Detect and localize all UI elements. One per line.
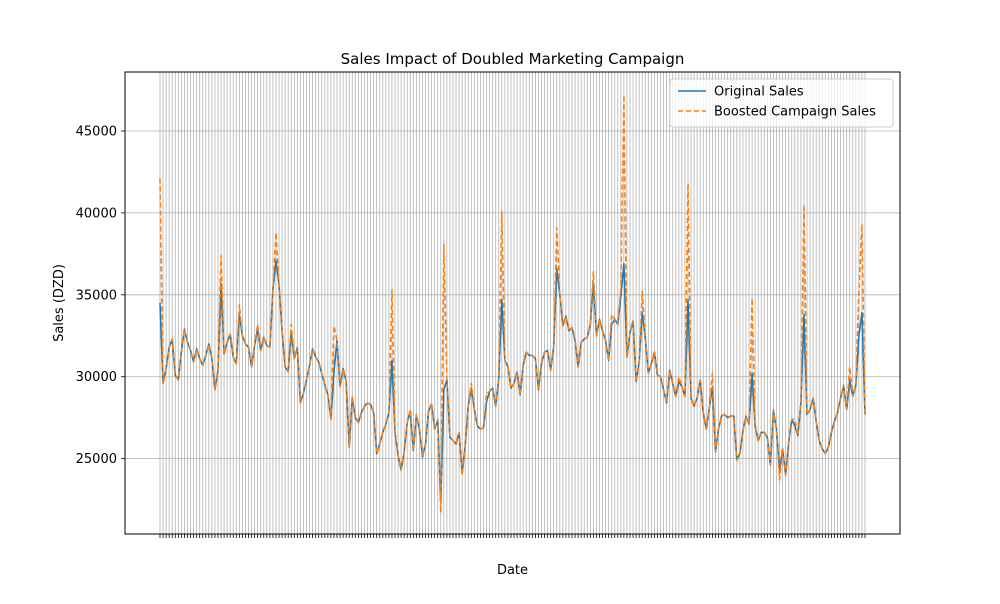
legend-box — [669, 78, 894, 128]
y-axis-label: Sales (DZD) — [52, 264, 67, 342]
series-line-original-sales — [159, 259, 866, 504]
y-tick-label: 30000 — [76, 370, 117, 385]
series-layer — [159, 94, 866, 514]
legend-label-boosted-campaign-sales: Boosted Campaign Sales — [714, 105, 876, 120]
x-axis-ticks — [159, 534, 866, 538]
y-tick-label: 45000 — [76, 124, 117, 139]
grid-layer — [125, 72, 900, 534]
series-line-boosted-campaign-sales — [159, 94, 866, 514]
legend-label-original-sales: Original Sales — [714, 85, 804, 100]
chart-title: Sales Impact of Doubled Marketing Campai… — [341, 50, 685, 68]
x-axis-label: Date — [497, 563, 528, 578]
y-axis-ticks: 25000 30000 35000 40000 45000 — [76, 124, 125, 467]
plot-area-frame — [124, 71, 901, 535]
y-tick-label: 40000 — [76, 206, 117, 221]
legend: Original Sales Boosted Campaign Sales — [669, 78, 894, 128]
y-tick-label: 25000 — [76, 452, 117, 467]
y-tick-label: 35000 — [76, 288, 117, 303]
